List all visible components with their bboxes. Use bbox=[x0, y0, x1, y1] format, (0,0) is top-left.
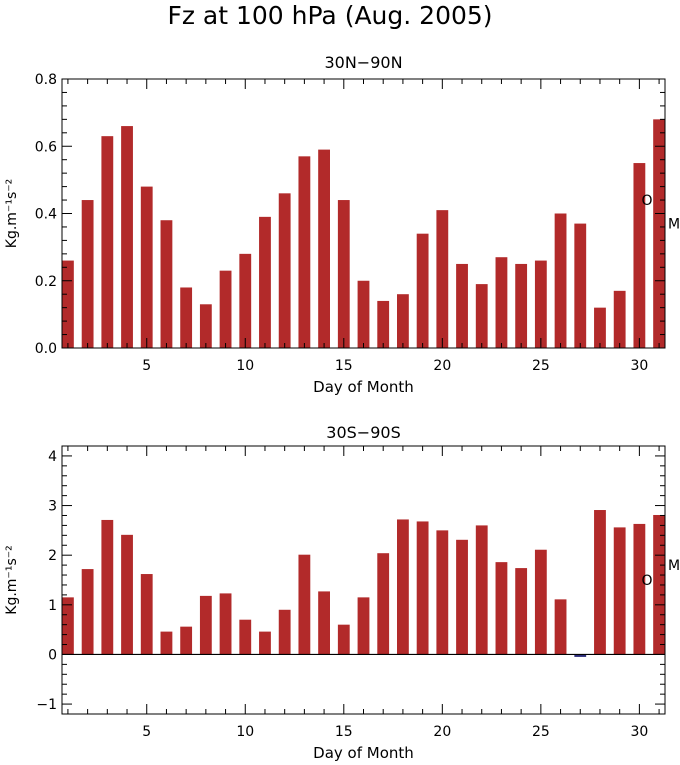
bar-day-9 bbox=[219, 593, 232, 655]
bar-day-3 bbox=[101, 519, 114, 655]
x-axis-label: Day of Month bbox=[313, 744, 414, 762]
bar-day-21 bbox=[456, 539, 468, 655]
bar-day-2 bbox=[81, 200, 94, 348]
bar-day-1 bbox=[62, 597, 74, 655]
marker-m: M bbox=[668, 217, 680, 233]
bar-day-16 bbox=[357, 280, 370, 348]
x-tick-label: 20 bbox=[433, 358, 451, 374]
y-tick-label: 4 bbox=[48, 449, 57, 465]
bar-day-30 bbox=[633, 523, 646, 655]
bar-day-15 bbox=[337, 200, 350, 348]
bar-day-11 bbox=[259, 216, 271, 348]
bar-day-14 bbox=[318, 149, 330, 348]
bar-day-28 bbox=[594, 307, 606, 348]
bar-day-8 bbox=[199, 304, 212, 348]
x-tick-label: 5 bbox=[142, 358, 151, 374]
marker-o: O bbox=[641, 193, 652, 209]
bar-day-9 bbox=[219, 270, 232, 348]
bar-day-15 bbox=[337, 624, 350, 655]
bar-day-2 bbox=[81, 569, 94, 655]
bar-day-29 bbox=[613, 290, 626, 348]
bar-day-31 bbox=[653, 514, 665, 655]
y-axis-label: Kg.m⁻¹s⁻² bbox=[4, 179, 20, 248]
x-tick-label: 25 bbox=[532, 358, 550, 374]
bar-day-25 bbox=[534, 549, 547, 655]
bar-day-20 bbox=[436, 530, 449, 655]
bar-day-29 bbox=[613, 527, 626, 655]
bar-day-25 bbox=[534, 260, 547, 348]
y-tick-label: 0.4 bbox=[35, 207, 57, 223]
bar-day-22 bbox=[475, 284, 488, 348]
bar-day-13 bbox=[298, 156, 311, 348]
y-tick-label: 2 bbox=[48, 548, 57, 564]
bar-day-30 bbox=[633, 163, 646, 348]
panel-30s-90s: 5 10 15 20 25 30 −1 0 1 2 3 4 30S−90S Day of Month Kg.… bbox=[4, 423, 680, 762]
bar-day-4 bbox=[121, 534, 133, 655]
bar-day-12 bbox=[278, 193, 291, 348]
bar-day-12 bbox=[278, 609, 291, 655]
bar-day-22 bbox=[475, 525, 488, 655]
bar-day-7 bbox=[180, 287, 193, 348]
bar-day-31 bbox=[653, 119, 665, 348]
x-axis-label: Day of Month bbox=[313, 378, 414, 396]
bar-day-10 bbox=[239, 253, 252, 348]
bar-day-19 bbox=[416, 233, 429, 348]
bar-day-5 bbox=[140, 186, 153, 348]
panel-30n-90n: 5 10 15 20 25 30 0.0 0.2 0.4 0.6 0.8 30N−90N Day of … bbox=[4, 53, 680, 396]
bar-day-5 bbox=[140, 574, 153, 655]
y-tick-label: 0.0 bbox=[35, 341, 57, 357]
panel-title: 30N−90N bbox=[324, 53, 402, 72]
y-tick-label: 3 bbox=[48, 499, 57, 515]
y-tick-label: 0.6 bbox=[35, 139, 57, 155]
bar-day-26 bbox=[554, 599, 567, 655]
bar-day-1 bbox=[62, 260, 74, 348]
bar-day-20 bbox=[436, 210, 449, 348]
bar-day-27 bbox=[574, 223, 587, 348]
bar-day-7 bbox=[180, 626, 193, 655]
bar-day-27 bbox=[574, 654, 587, 657]
x-tick-label: 25 bbox=[532, 724, 550, 740]
bar-day-19 bbox=[416, 521, 429, 655]
bar-day-28 bbox=[594, 510, 606, 655]
x-tick-label: 15 bbox=[335, 724, 353, 740]
bar-day-26 bbox=[554, 213, 567, 348]
bar-day-24 bbox=[515, 263, 528, 348]
bar-day-16 bbox=[357, 597, 370, 655]
y-tick-label: 0 bbox=[48, 647, 57, 663]
bar-day-17 bbox=[377, 553, 390, 655]
x-tick-label: 15 bbox=[335, 358, 353, 374]
x-tick-label: 30 bbox=[630, 724, 648, 740]
x-tick-label: 10 bbox=[236, 358, 254, 374]
bar-day-8 bbox=[199, 595, 212, 655]
y-tick-label: 0.2 bbox=[35, 274, 57, 290]
x-tick-label: 20 bbox=[433, 724, 451, 740]
x-tick-label: 5 bbox=[142, 724, 151, 740]
y-tick-label: −1 bbox=[36, 697, 57, 713]
bar-day-23 bbox=[495, 562, 508, 655]
bar-day-18 bbox=[397, 294, 409, 348]
marker-o: O bbox=[641, 573, 652, 589]
bar-day-23 bbox=[495, 257, 508, 348]
panel-title: 30S−90S bbox=[326, 423, 400, 442]
bar-day-24 bbox=[515, 568, 528, 655]
y-axis-label: Kg.m⁻¹s⁻² bbox=[4, 545, 20, 614]
x-tick-label: 10 bbox=[236, 724, 254, 740]
y-tick-label: 1 bbox=[48, 598, 57, 614]
figure-title: Fz at 100 hPa (Aug. 2005) bbox=[167, 1, 492, 30]
bar-day-4 bbox=[121, 126, 133, 348]
marker-m: M bbox=[668, 558, 680, 574]
bar-day-10 bbox=[239, 619, 252, 655]
bar-day-18 bbox=[397, 519, 409, 655]
bar-day-11 bbox=[259, 631, 271, 655]
bar-day-6 bbox=[160, 631, 173, 655]
bar-day-6 bbox=[160, 220, 173, 348]
bar-day-17 bbox=[377, 300, 390, 348]
bar-day-21 bbox=[456, 263, 468, 348]
bar-day-14 bbox=[318, 591, 330, 655]
x-tick-label: 30 bbox=[630, 358, 648, 374]
bar-day-3 bbox=[101, 136, 114, 348]
y-tick-label: 0.8 bbox=[35, 72, 57, 88]
bar-day-13 bbox=[298, 554, 311, 655]
